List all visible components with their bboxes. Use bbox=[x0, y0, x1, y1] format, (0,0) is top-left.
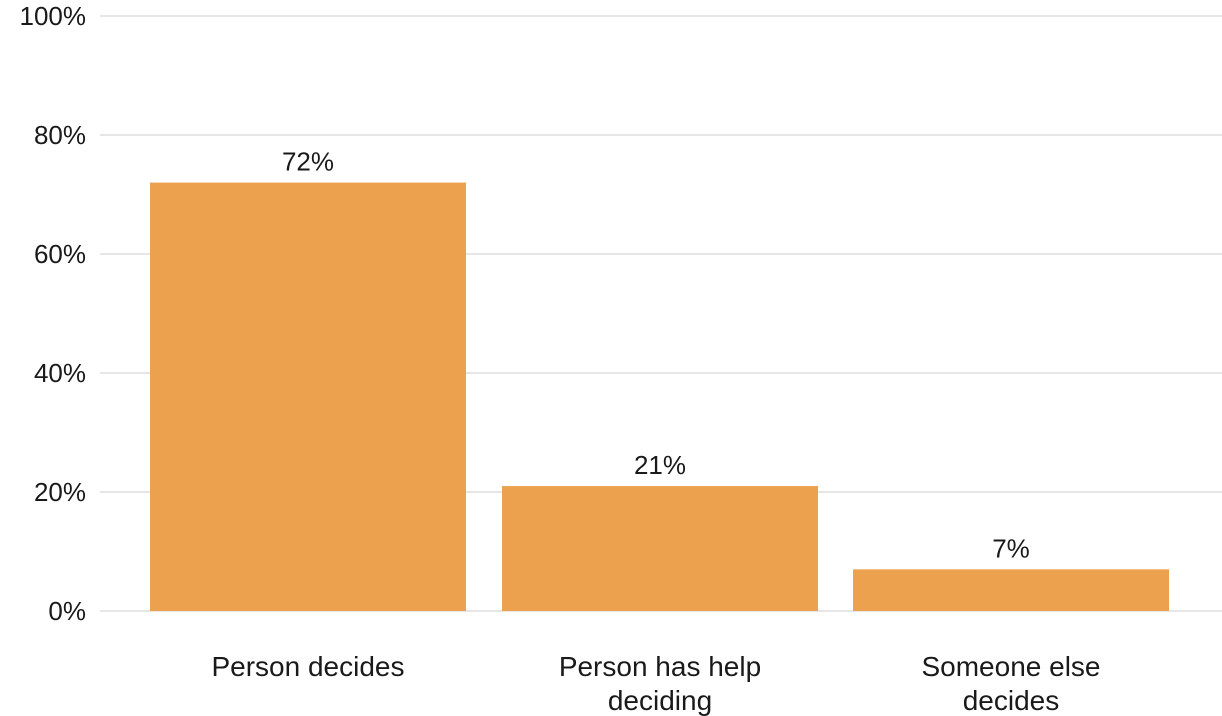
x-category-label: Person decides bbox=[211, 651, 404, 682]
x-category-label: decides bbox=[963, 685, 1060, 716]
bar bbox=[853, 569, 1169, 611]
bar-value-label: 7% bbox=[992, 533, 1030, 563]
y-tick-label: 60% bbox=[34, 239, 86, 269]
y-tick-label: 80% bbox=[34, 120, 86, 150]
x-category-label: Someone else bbox=[921, 651, 1100, 682]
x-category-label: Person has help bbox=[559, 651, 761, 682]
bars bbox=[150, 182, 1169, 611]
y-axis-ticks: 0% 20% 40% 60% 80% 100% bbox=[20, 1, 87, 626]
x-category-label: deciding bbox=[608, 685, 712, 716]
bar bbox=[150, 182, 466, 611]
bar bbox=[502, 486, 818, 611]
y-tick-label: 40% bbox=[34, 358, 86, 388]
y-tick-label: 20% bbox=[34, 477, 86, 507]
bar-value-label: 72% bbox=[282, 147, 334, 177]
y-tick-label: 0% bbox=[48, 596, 86, 626]
data-labels: 72% 21% 7% bbox=[282, 147, 1030, 564]
bar-value-label: 21% bbox=[634, 450, 686, 480]
y-tick-label: 100% bbox=[20, 1, 87, 31]
